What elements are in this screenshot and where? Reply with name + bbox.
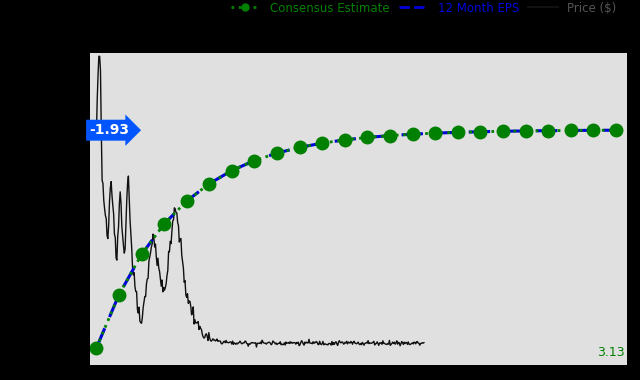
Text: -1.93: -1.93 — [90, 123, 130, 137]
Text: 3.13: 3.13 — [597, 345, 625, 359]
Legend: Consensus Estimate, 12 Month EPS, Price ($): Consensus Estimate, 12 Month EPS, Price … — [226, 0, 621, 19]
